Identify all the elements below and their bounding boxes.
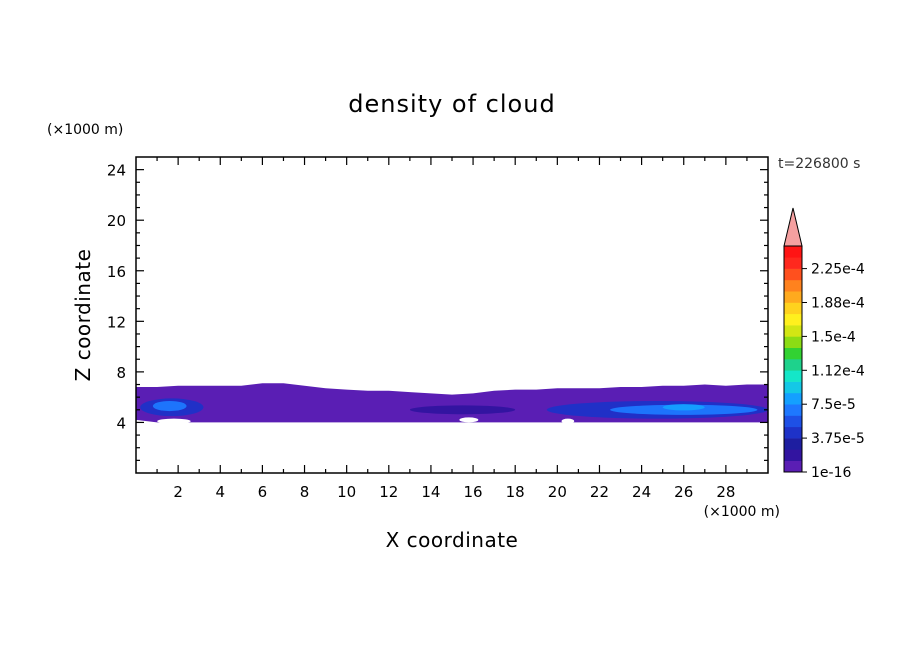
colorbar-swatch: [784, 347, 802, 360]
colorbar-swatch: [784, 325, 802, 337]
x-axis-label: X coordinate: [386, 528, 519, 552]
colorbar-swatch: [784, 359, 802, 371]
colorbar-swatch: [784, 291, 802, 303]
time-label: t=226800 s: [778, 156, 860, 172]
colorbar-swatch: [784, 381, 802, 394]
colorbar-swatch: [784, 302, 802, 315]
y-tick-label: 12: [107, 313, 126, 331]
x-tick-label: 16: [464, 483, 483, 501]
colorbar-extend-triangle: [783, 207, 803, 247]
colorbar-swatch: [784, 426, 802, 439]
y-tick-label: 16: [107, 263, 126, 281]
colorbar-swatch: [784, 392, 802, 405]
x-tick-label: 20: [548, 483, 567, 501]
x-tick-label: 24: [632, 483, 651, 501]
y-tick-label: 24: [107, 162, 126, 180]
cloud-streak: [152, 400, 187, 412]
colorbar-swatch: [784, 438, 802, 450]
colorbar-label: 1.12e-4: [811, 363, 865, 379]
y-unit-label: (×1000 m): [47, 122, 123, 138]
colorbar-swatch: [784, 257, 802, 269]
x-tick-label: 12: [379, 483, 398, 501]
colorbar-label: 7.5e-5: [811, 397, 856, 413]
y-tick-label: 20: [107, 212, 126, 230]
x-tick-label: 4: [215, 483, 225, 501]
x-tick-label: 22: [590, 483, 609, 501]
x-tick-label: 2: [173, 483, 183, 501]
plot-area: [136, 383, 769, 424]
x-tick-label: 18: [506, 483, 525, 501]
colorbar-label: 1.5e-4: [811, 329, 856, 345]
x-tick-label: 8: [300, 483, 310, 501]
x-tick-label: 10: [337, 483, 356, 501]
cloud-streak: [662, 404, 705, 411]
colorbar-label: 3.75e-5: [811, 431, 865, 447]
x-tick-label: 26: [674, 483, 693, 501]
chart-title: density of cloud: [348, 90, 555, 118]
colorbar-label: 1e-16: [811, 465, 851, 481]
cloud-gap: [561, 418, 575, 424]
y-axis-label: Z coordinate: [71, 249, 95, 382]
colorbar-swatch: [784, 460, 802, 473]
y-tick-label: 4: [116, 414, 126, 432]
colorbar: 1e-16 3.75e-5 7.5e-5 1.12e-4 1.5e-4 1.88e-4 2.…: [783, 207, 865, 481]
colorbar-swatch: [784, 246, 802, 258]
y-tick-label: 8: [116, 364, 126, 382]
colorbar-label: 1.88e-4: [811, 296, 865, 312]
cloud-gap: [157, 418, 191, 424]
colorbar-swatch: [784, 336, 802, 348]
colorbar-swatch: [784, 370, 802, 382]
plot-frame: [135, 156, 769, 474]
colorbar-swatch: [784, 313, 802, 326]
colorbar-swatch: [784, 449, 802, 461]
cloud-gap: [459, 417, 479, 423]
cloud-streak: [409, 405, 516, 415]
colorbar-swatch: [784, 279, 802, 292]
x-unit-label: (×1000 m): [704, 504, 780, 520]
x-tick-label: 6: [258, 483, 268, 501]
x-tick-label: 28: [716, 483, 735, 501]
colorbar-swatch: [784, 415, 802, 428]
colorbar-swatch: [784, 268, 802, 281]
x-tick-label: 14: [421, 483, 440, 501]
colorbar-swatch: [784, 404, 802, 416]
colorbar-label: 2.25e-4: [811, 262, 865, 278]
